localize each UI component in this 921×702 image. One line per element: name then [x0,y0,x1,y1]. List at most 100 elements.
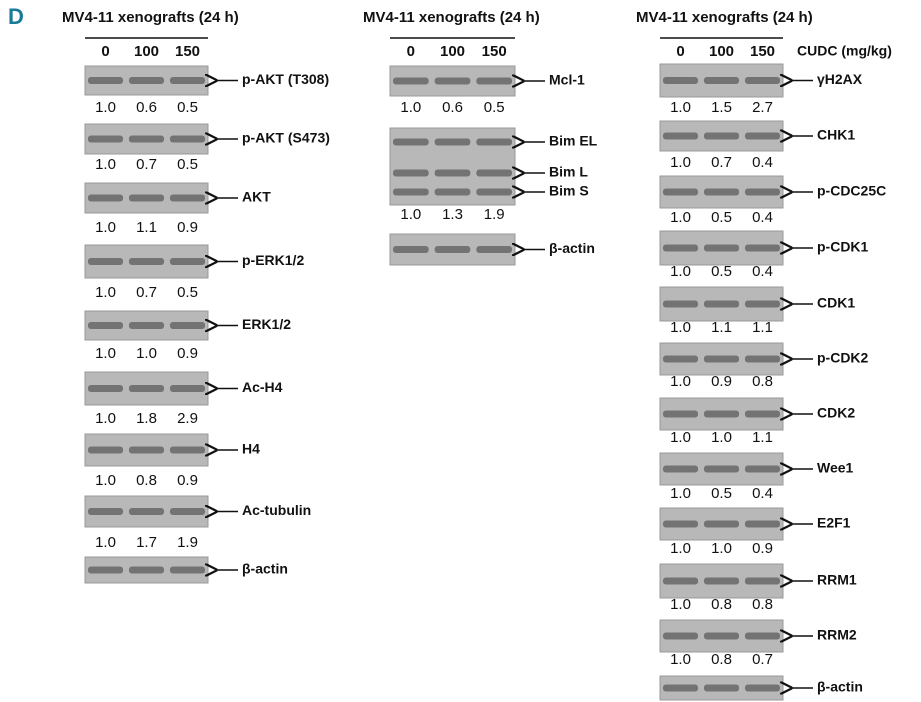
band [129,136,164,143]
band [476,189,512,196]
quantification: 0.9 [177,472,198,489]
panel-label: D [8,4,24,29]
band [435,139,471,146]
band-label: CHK1 [817,127,855,143]
quantification: 0.6 [442,99,463,116]
band [663,685,698,692]
quantification: 1.9 [177,534,198,551]
band [745,245,780,252]
quantification: 1.0 [95,156,116,173]
band [745,356,780,363]
band [393,139,429,146]
band-label: RRM2 [817,627,857,643]
quantification: 0.7 [136,284,157,301]
quantification: 0.9 [711,373,732,390]
band [745,466,780,473]
band [393,246,429,253]
band [663,411,698,418]
band [745,521,780,528]
band [663,245,698,252]
quantification: 0.4 [752,485,773,502]
quantification: 1.0 [136,345,157,362]
band [129,385,164,392]
band [663,189,698,196]
band [704,633,739,640]
band [435,170,471,177]
quantification: 1.0 [670,209,691,226]
dose-label: 100 [134,43,159,60]
quantification: 0.7 [711,154,732,171]
quantification: 0.5 [711,209,732,226]
quantification: 1.5 [711,99,732,116]
quantification: 0.8 [136,472,157,489]
quantification: 0.6 [136,99,157,116]
quantification: 0.8 [752,596,773,613]
band [88,385,123,392]
quantification: 0.9 [177,345,198,362]
band-label: Bim S [549,183,589,199]
dose-label: 150 [482,43,507,60]
band [476,170,512,177]
band [88,136,123,143]
band [393,78,429,85]
band [393,170,429,177]
band [170,258,205,265]
band [170,567,205,574]
quantification: 0.7 [136,156,157,173]
band-label: p-CDC25C [817,183,886,199]
band [663,578,698,585]
quantification: 1.0 [95,345,116,362]
quantification: 1.0 [670,99,691,116]
band [704,578,739,585]
band-label: p-AKT (T308) [242,71,329,87]
quantification: 1.9 [484,206,505,223]
band [170,136,205,143]
band [435,246,471,253]
band-label: β-actin [549,240,595,256]
band [704,133,739,140]
dose-label: 0 [101,43,109,60]
band [435,78,471,85]
quantification: 0.5 [177,99,198,116]
band [745,301,780,308]
band-label: Bim EL [549,133,598,149]
band-label: Bim L [549,164,588,180]
band [704,77,739,84]
band [129,195,164,202]
band [170,77,205,84]
quantification: 0.5 [711,263,732,280]
quantification: 0.8 [711,596,732,613]
band [663,301,698,308]
band [745,578,780,585]
quantification: 1.0 [670,596,691,613]
band [129,447,164,454]
dose-label: 100 [709,43,734,60]
column-title: MV4-11 xenografts (24 h) [62,9,239,26]
band-label: γH2AX [817,71,863,87]
band [88,258,123,265]
quantification: 1.0 [711,540,732,557]
quantification: 0.5 [177,156,198,173]
quantification: 1.0 [670,373,691,390]
quantification: 2.9 [177,410,198,427]
dose-label: 100 [440,43,465,60]
quantification: 1.0 [670,429,691,446]
quantification: 1.0 [711,429,732,446]
quantification: 0.9 [177,219,198,236]
band [88,447,123,454]
quantification: 1.0 [670,263,691,280]
band-label: CDK2 [817,405,855,421]
quantification: 0.7 [752,651,773,668]
quantification: 1.0 [95,534,116,551]
band [704,466,739,473]
band [704,521,739,528]
quantification: 1.1 [752,429,773,446]
quantification: 1.0 [95,219,116,236]
band [88,77,123,84]
band [663,133,698,140]
band [393,189,429,196]
dose-label: 150 [175,43,200,60]
quantification: 0.8 [752,373,773,390]
quantification: 1.0 [400,206,421,223]
band [88,195,123,202]
